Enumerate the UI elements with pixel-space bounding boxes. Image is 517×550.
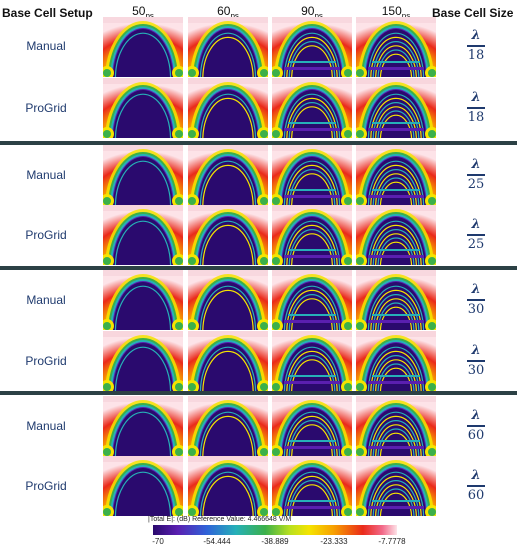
setup-label: Manual — [26, 39, 66, 53]
field-plot — [356, 456, 436, 516]
field-plot — [356, 17, 436, 77]
fraction-denominator: 25 — [467, 236, 485, 252]
field-plot — [188, 17, 268, 77]
setup-label: Manual — [26, 419, 66, 433]
cell-size-fraction: λ 30 — [448, 283, 504, 317]
field-plot — [103, 270, 183, 330]
field-plot — [103, 456, 183, 516]
colorbar-tick: -54.444 — [203, 537, 231, 546]
cell-size-fraction: λ 25 — [448, 158, 504, 192]
field-plot — [356, 270, 436, 330]
colorbar-title: |Total E|: (dB) Reference Value: 4.46664… — [148, 516, 292, 523]
field-plot — [272, 331, 352, 391]
divider — [0, 141, 517, 145]
fraction-numerator: λ — [471, 343, 481, 358]
fraction-bar — [467, 425, 485, 427]
cell-size-fraction: λ 18 — [448, 91, 504, 125]
fraction-bar — [467, 360, 485, 362]
fraction-bar — [467, 485, 485, 487]
header-base-cell-setup: Base Cell Setup — [2, 6, 93, 20]
cell-size-fraction: λ 25 — [448, 218, 504, 252]
fraction-denominator: 25 — [467, 176, 485, 192]
fraction-bar — [467, 174, 485, 176]
field-plot — [103, 396, 183, 456]
field-plot — [188, 456, 268, 516]
field-plot — [272, 17, 352, 77]
setup-label: ProGrid — [25, 354, 67, 368]
time-header-3: 90ps — [301, 4, 323, 21]
colorbar-tick: -70 — [152, 537, 164, 546]
fraction-bar — [467, 45, 485, 47]
fraction-numerator: λ — [471, 157, 481, 172]
cell-size-fraction: λ 18 — [448, 29, 504, 63]
field-plot — [356, 331, 436, 391]
fraction-denominator: 60 — [467, 487, 485, 503]
fraction-bar — [467, 234, 485, 236]
fraction-denominator: 18 — [467, 47, 485, 63]
field-plot — [103, 205, 183, 265]
field-plot — [356, 396, 436, 456]
field-plot — [188, 205, 268, 265]
field-plot — [188, 270, 268, 330]
field-plot — [103, 17, 183, 77]
setup-label: Manual — [26, 293, 66, 307]
fraction-numerator: λ — [471, 90, 481, 105]
setup-label: ProGrid — [25, 101, 67, 115]
field-plot — [272, 456, 352, 516]
field-plot — [272, 205, 352, 265]
fraction-numerator: λ — [471, 408, 481, 423]
setup-label: ProGrid — [25, 479, 67, 493]
field-plot — [272, 145, 352, 205]
fraction-numerator: λ — [471, 282, 481, 297]
field-plot — [103, 145, 183, 205]
setup-label: ProGrid — [25, 228, 67, 242]
field-plot — [356, 78, 436, 138]
header-base-cell-size: Base Cell Size — [432, 6, 514, 20]
colorbar — [153, 525, 397, 535]
fraction-denominator: 60 — [467, 427, 485, 443]
colorbar-tick: -23.333 — [320, 537, 348, 546]
fraction-bar — [467, 299, 485, 301]
field-plot — [188, 78, 268, 138]
cell-size-fraction: λ 30 — [448, 344, 504, 378]
divider — [0, 391, 517, 395]
field-plot — [103, 78, 183, 138]
cell-size-fraction: λ 60 — [448, 469, 504, 503]
field-plot — [272, 270, 352, 330]
field-plot — [188, 396, 268, 456]
setup-label: Manual — [26, 168, 66, 182]
fraction-denominator: 30 — [467, 301, 485, 317]
cell-size-fraction: λ 60 — [448, 409, 504, 443]
fraction-numerator: λ — [471, 217, 481, 232]
field-plot — [188, 331, 268, 391]
colorbar-tick: -7.7778 — [378, 537, 406, 546]
time-header-4: 150ps — [381, 4, 411, 21]
fraction-numerator: λ — [471, 28, 481, 43]
fraction-bar — [467, 107, 485, 109]
field-plot — [103, 331, 183, 391]
field-plot — [356, 205, 436, 265]
time-header-1: 50ps — [132, 4, 154, 21]
fraction-numerator: λ — [471, 468, 481, 483]
divider — [0, 266, 517, 270]
fraction-denominator: 18 — [467, 109, 485, 125]
field-plot — [188, 145, 268, 205]
field-plot — [272, 396, 352, 456]
fraction-denominator: 30 — [467, 362, 485, 378]
field-plot — [356, 145, 436, 205]
field-plot — [272, 78, 352, 138]
colorbar-tick: -38.889 — [261, 537, 289, 546]
time-header-2: 60ps — [217, 4, 239, 21]
